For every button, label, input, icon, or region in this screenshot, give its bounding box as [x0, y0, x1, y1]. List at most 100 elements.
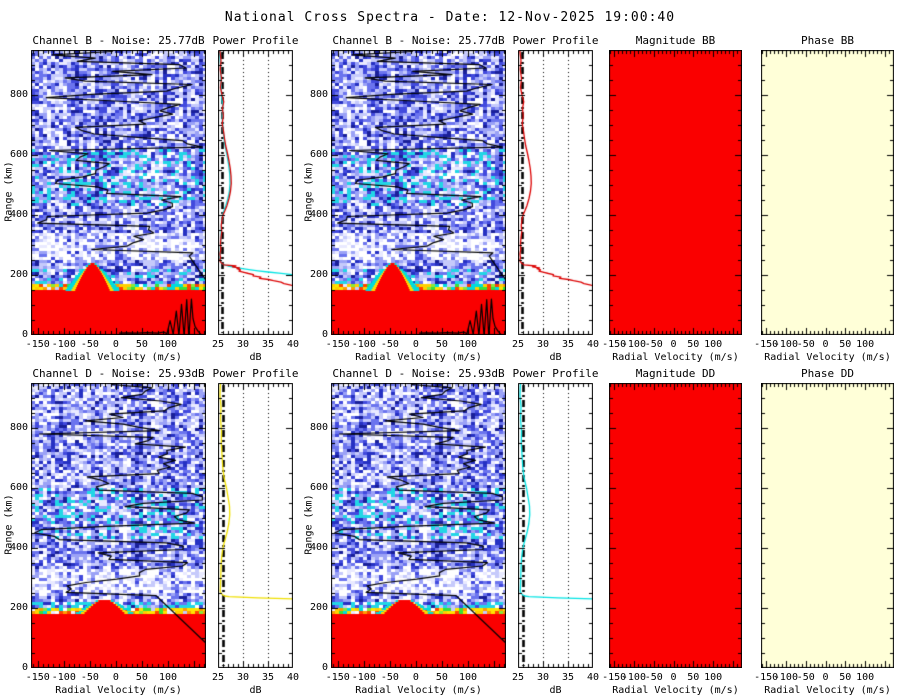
x-tick-label: 35 — [261, 672, 275, 683]
panel-title: Phase DD — [801, 367, 854, 380]
y-tick-label: 200 — [9, 602, 28, 613]
y-axis-label: Range (km) — [3, 160, 15, 222]
solid-canvas — [761, 383, 894, 668]
y-tick-label: 200 — [309, 602, 328, 613]
x-tick-label: 100 — [704, 672, 723, 683]
x-tick-label: 40 — [286, 339, 300, 350]
x-axis-label: Radial Velocity (m/s) — [355, 685, 482, 696]
x-tick-label: 40 — [586, 672, 600, 683]
x-tick-label: -50 — [644, 672, 663, 683]
x-tick-label: -150 — [602, 672, 627, 683]
x-tick-label: -100 — [621, 672, 646, 683]
x-axis-label: Radial Velocity (m/s) — [612, 685, 739, 696]
y-tick-label: 600 — [9, 482, 28, 493]
solid-canvas — [609, 50, 742, 335]
y-tick-label: 0 — [321, 662, 328, 673]
y-tick-label: 0 — [21, 329, 28, 340]
x-tick-label: 0 — [822, 672, 829, 683]
x-tick-label: -150 — [325, 672, 350, 683]
x-tick-label: -150 — [25, 339, 50, 350]
x-tick-label: 0 — [670, 672, 677, 683]
spectrum-canvas — [31, 383, 206, 668]
spectrum-canvas — [331, 383, 506, 668]
x-tick-label: -150 — [602, 339, 627, 350]
y-tick-label: 600 — [309, 482, 328, 493]
panel-title: Magnitude DD — [635, 367, 716, 380]
x-axis-label: dB — [249, 352, 262, 363]
x-tick-label: -100 — [773, 672, 798, 683]
x-tick-label: -150 — [25, 672, 50, 683]
x-tick-label: 50 — [687, 672, 700, 683]
profile-canvas — [518, 50, 593, 335]
x-tick-label: -50 — [80, 339, 99, 350]
panel-title: Power Profile — [512, 34, 599, 47]
figure-title: National Cross Spectra - Date: 12-Nov-20… — [224, 10, 676, 25]
x-tick-label: 35 — [561, 672, 575, 683]
y-axis-label: Range (km) — [303, 493, 315, 555]
x-tick-label: 100 — [458, 672, 477, 683]
panel-title: Magnitude BB — [635, 34, 716, 47]
x-tick-label: 100 — [856, 339, 875, 350]
y-tick-label: 200 — [9, 269, 28, 280]
y-tick-label: 0 — [321, 329, 328, 340]
panel-title: Power Profile — [212, 34, 299, 47]
y-tick-label: 400 — [9, 542, 28, 553]
x-axis-label: Radial Velocity (m/s) — [764, 352, 891, 363]
x-tick-label: 0 — [412, 339, 419, 350]
x-tick-label: 30 — [536, 339, 550, 350]
profile-canvas — [218, 383, 293, 668]
y-tick-label: 0 — [21, 662, 28, 673]
x-tick-label: 100 — [704, 339, 723, 350]
x-tick-label: -50 — [796, 672, 815, 683]
panel-title: Channel B - Noise: 25.77dB — [32, 34, 205, 47]
x-tick-label: 100 — [458, 339, 477, 350]
x-tick-label: 40 — [586, 339, 600, 350]
x-tick-label: -50 — [380, 339, 399, 350]
panel-title: Phase BB — [801, 34, 854, 47]
x-tick-label: -150 — [325, 339, 350, 350]
x-tick-label: 35 — [561, 339, 575, 350]
x-tick-label: 50 — [135, 672, 148, 683]
x-tick-label: 0 — [412, 672, 419, 683]
x-tick-label: 0 — [112, 672, 119, 683]
x-axis-label: Radial Velocity (m/s) — [55, 685, 182, 696]
x-tick-label: -100 — [351, 672, 376, 683]
x-axis-label: dB — [549, 352, 562, 363]
y-tick-label: 800 — [309, 89, 328, 100]
x-tick-label: -100 — [621, 339, 646, 350]
x-tick-label: 100 — [158, 672, 177, 683]
x-tick-label: 0 — [822, 339, 829, 350]
y-tick-label: 200 — [309, 269, 328, 280]
x-tick-label: 30 — [236, 672, 250, 683]
y-axis-label: Range (km) — [3, 493, 15, 555]
x-tick-label: -50 — [380, 672, 399, 683]
y-tick-label: 400 — [9, 209, 28, 220]
y-tick-label: 400 — [309, 209, 328, 220]
spectrum-canvas — [31, 50, 206, 335]
panel-title: Channel D - Noise: 25.93dB — [32, 367, 205, 380]
x-tick-label: 50 — [435, 672, 448, 683]
x-tick-label: 50 — [839, 339, 852, 350]
x-tick-label: 100 — [158, 339, 177, 350]
y-axis-label: Range (km) — [303, 160, 315, 222]
x-tick-label: -50 — [796, 339, 815, 350]
x-tick-label: 50 — [839, 672, 852, 683]
y-tick-label: 800 — [9, 422, 28, 433]
x-tick-label: 25 — [211, 672, 225, 683]
x-tick-label: -100 — [351, 339, 376, 350]
x-tick-label: 25 — [511, 672, 525, 683]
x-tick-label: 30 — [236, 339, 250, 350]
panel-title: Channel D - Noise: 25.93dB — [332, 367, 505, 380]
x-tick-label: 50 — [687, 339, 700, 350]
x-axis-label: dB — [249, 685, 262, 696]
profile-canvas — [518, 383, 593, 668]
x-tick-label: 50 — [135, 339, 148, 350]
x-tick-label: 25 — [211, 339, 225, 350]
y-tick-label: 600 — [9, 149, 28, 160]
y-tick-label: 800 — [309, 422, 328, 433]
x-tick-label: 40 — [286, 672, 300, 683]
x-axis-label: Radial Velocity (m/s) — [355, 352, 482, 363]
x-tick-label: 0 — [112, 339, 119, 350]
y-tick-label: 400 — [309, 542, 328, 553]
